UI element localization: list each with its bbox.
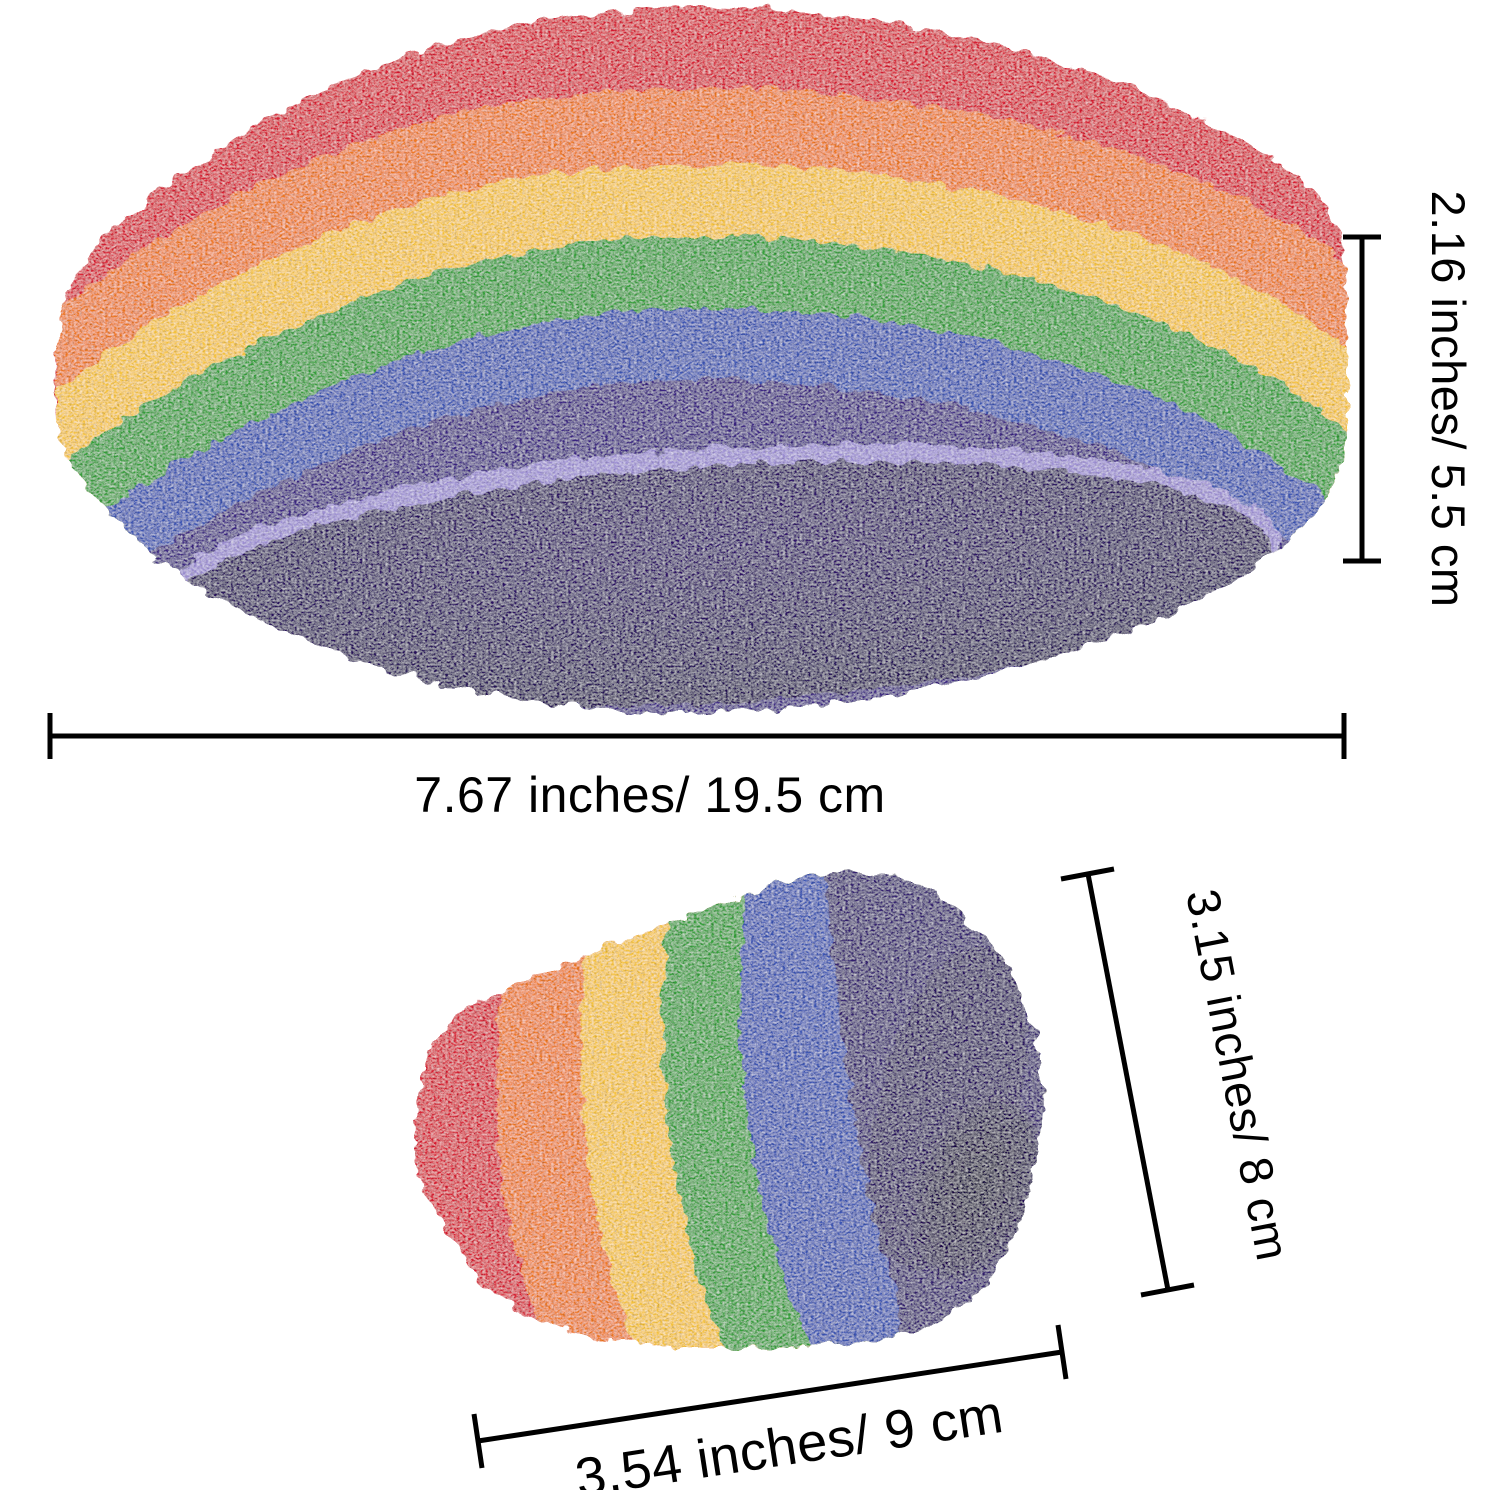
- dimension-tick: [471, 1413, 485, 1469]
- headband-height-label: 2.16 inches/ 5.5 cm: [1422, 190, 1475, 607]
- wristband-image: [414, 870, 1043, 1349]
- wristband-opening-hole: [913, 1102, 1039, 1278]
- dimension-line-segment: [477, 1349, 1063, 1444]
- dimension-tick: [1055, 1324, 1069, 1380]
- wristband-width-dimension-line: [471, 1324, 1069, 1469]
- wristband-height-label: 3.15 inches/ 8 cm: [1176, 885, 1300, 1265]
- dimension-tick: [1060, 866, 1115, 882]
- wristband-width-label: 3.54 inches/ 9 cm: [571, 1384, 1007, 1490]
- dimension-line-segment: [1085, 873, 1171, 1291]
- headband-width-label: 7.67 inches/ 19.5 cm: [414, 767, 885, 823]
- headband-height-dimension-line: [1343, 234, 1381, 564]
- dimension-tick: [1140, 1282, 1195, 1298]
- headband-width-dimension-line: [47, 713, 1347, 759]
- wristband-height-dimension-line: [1060, 866, 1195, 1298]
- headband-image: [55, 7, 1347, 713]
- headband-opening-interior: [168, 461, 1272, 707]
